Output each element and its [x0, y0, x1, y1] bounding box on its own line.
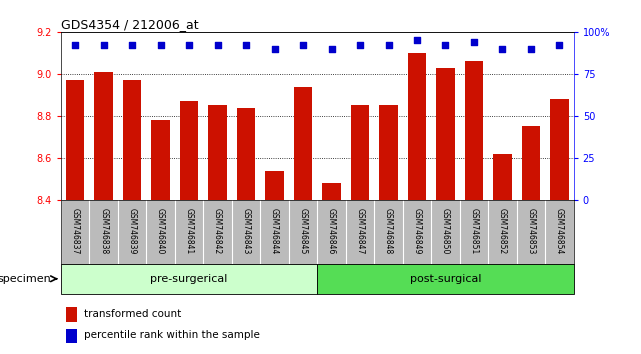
Bar [351, 105, 369, 200]
Bar [94, 72, 113, 200]
Bar [66, 329, 78, 343]
Text: specimen: specimen [0, 274, 51, 284]
Text: GSM746841: GSM746841 [185, 208, 194, 254]
Text: percentile rank within the sample: percentile rank within the sample [84, 330, 260, 341]
Text: GSM746838: GSM746838 [99, 208, 108, 254]
Bar [123, 80, 142, 200]
Text: GSM746840: GSM746840 [156, 208, 165, 254]
Text: GSM746848: GSM746848 [384, 208, 393, 254]
Text: GSM746845: GSM746845 [299, 208, 308, 254]
Point [383, 42, 394, 48]
Bar [66, 80, 85, 200]
Text: GSM746850: GSM746850 [441, 208, 450, 254]
Bar [208, 105, 227, 200]
Point [554, 42, 565, 48]
Point [212, 42, 222, 48]
Text: GDS4354 / 212006_at: GDS4354 / 212006_at [61, 18, 199, 31]
Bar [265, 171, 284, 200]
Text: GSM746846: GSM746846 [327, 208, 336, 254]
Bar [408, 53, 426, 200]
Text: GSM746847: GSM746847 [356, 208, 365, 254]
Text: pre-surgerical: pre-surgerical [151, 274, 228, 284]
Bar [379, 105, 398, 200]
Point [355, 42, 365, 48]
Point [326, 46, 337, 52]
Text: GSM746849: GSM746849 [413, 208, 422, 254]
Point [156, 42, 166, 48]
Point [241, 42, 251, 48]
Point [269, 46, 279, 52]
Text: GSM746837: GSM746837 [71, 208, 79, 254]
Point [497, 46, 508, 52]
Text: GSM746844: GSM746844 [270, 208, 279, 254]
Bar [294, 86, 312, 200]
Point [298, 42, 308, 48]
Bar [437, 68, 454, 200]
Text: transformed count: transformed count [84, 309, 181, 319]
Point [440, 42, 451, 48]
Bar [66, 307, 78, 321]
Text: GSM746853: GSM746853 [526, 208, 535, 254]
FancyBboxPatch shape [61, 264, 317, 294]
Bar [493, 154, 512, 200]
Text: GSM746839: GSM746839 [128, 208, 137, 254]
Text: GSM746851: GSM746851 [469, 208, 478, 254]
Bar [522, 126, 540, 200]
Point [469, 39, 479, 45]
Text: GSM746854: GSM746854 [555, 208, 564, 254]
Bar [550, 99, 569, 200]
Point [99, 42, 109, 48]
Text: GSM746842: GSM746842 [213, 208, 222, 254]
Text: GSM746843: GSM746843 [242, 208, 251, 254]
Point [412, 38, 422, 43]
Bar [465, 61, 483, 200]
Bar [237, 108, 255, 200]
Point [70, 42, 80, 48]
Text: GSM746852: GSM746852 [498, 208, 507, 254]
Point [526, 46, 536, 52]
Text: post-surgical: post-surgical [410, 274, 481, 284]
Point [184, 42, 194, 48]
Bar [151, 120, 170, 200]
Point [127, 42, 137, 48]
Bar [180, 101, 198, 200]
FancyBboxPatch shape [317, 264, 574, 294]
Bar [322, 183, 341, 200]
